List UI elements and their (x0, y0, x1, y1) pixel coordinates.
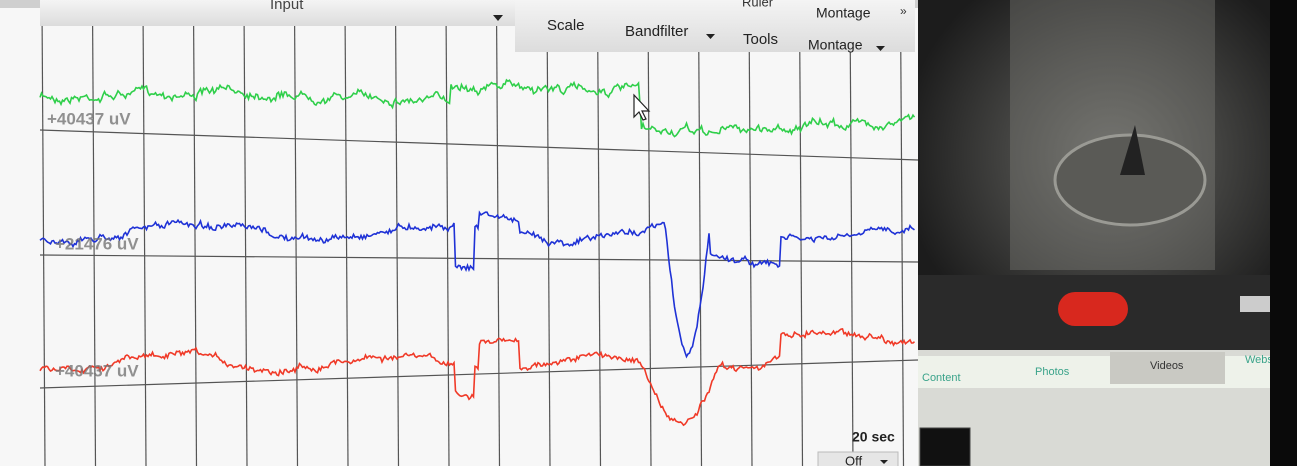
tools-label: Tools (743, 31, 778, 48)
montage-label: Montage (808, 37, 863, 53)
filter-value: Off (845, 453, 862, 466)
more-button[interactable]: » (900, 4, 907, 18)
input-label: Input (270, 0, 304, 13)
channel-scale: +21476 uV (55, 234, 139, 253)
eeg-panel (0, 0, 918, 466)
screen-bezel (1270, 0, 1297, 466)
tab[interactable]: Photos (1035, 366, 1070, 378)
tab[interactable]: Content (922, 372, 961, 384)
ruler-button[interactable]: Ruler (742, 0, 774, 9)
bandfilter-button[interactable]: Bandfilter (625, 23, 688, 40)
body: Input Scale Bandfilter Ruler Tools Monta… (0, 0, 1297, 466)
page: EEG viewer {"toolbar":{"input":"Input","… (0, 0, 1297, 466)
thumbnail (920, 428, 970, 466)
scale-button[interactable]: Scale (547, 17, 585, 34)
timebase-label: 20 sec (852, 429, 895, 445)
record-button[interactable] (1058, 292, 1128, 326)
channel-scale: +40437 uV (55, 361, 139, 380)
tab[interactable]: Videos (1150, 360, 1184, 372)
toggle[interactable] (1240, 296, 1270, 312)
montage-button[interactable]: Montage (816, 5, 871, 21)
channel-scale: +40437 uV (47, 109, 131, 128)
screen: Input Scale Bandfilter Ruler Tools Monta… (0, 0, 1297, 466)
